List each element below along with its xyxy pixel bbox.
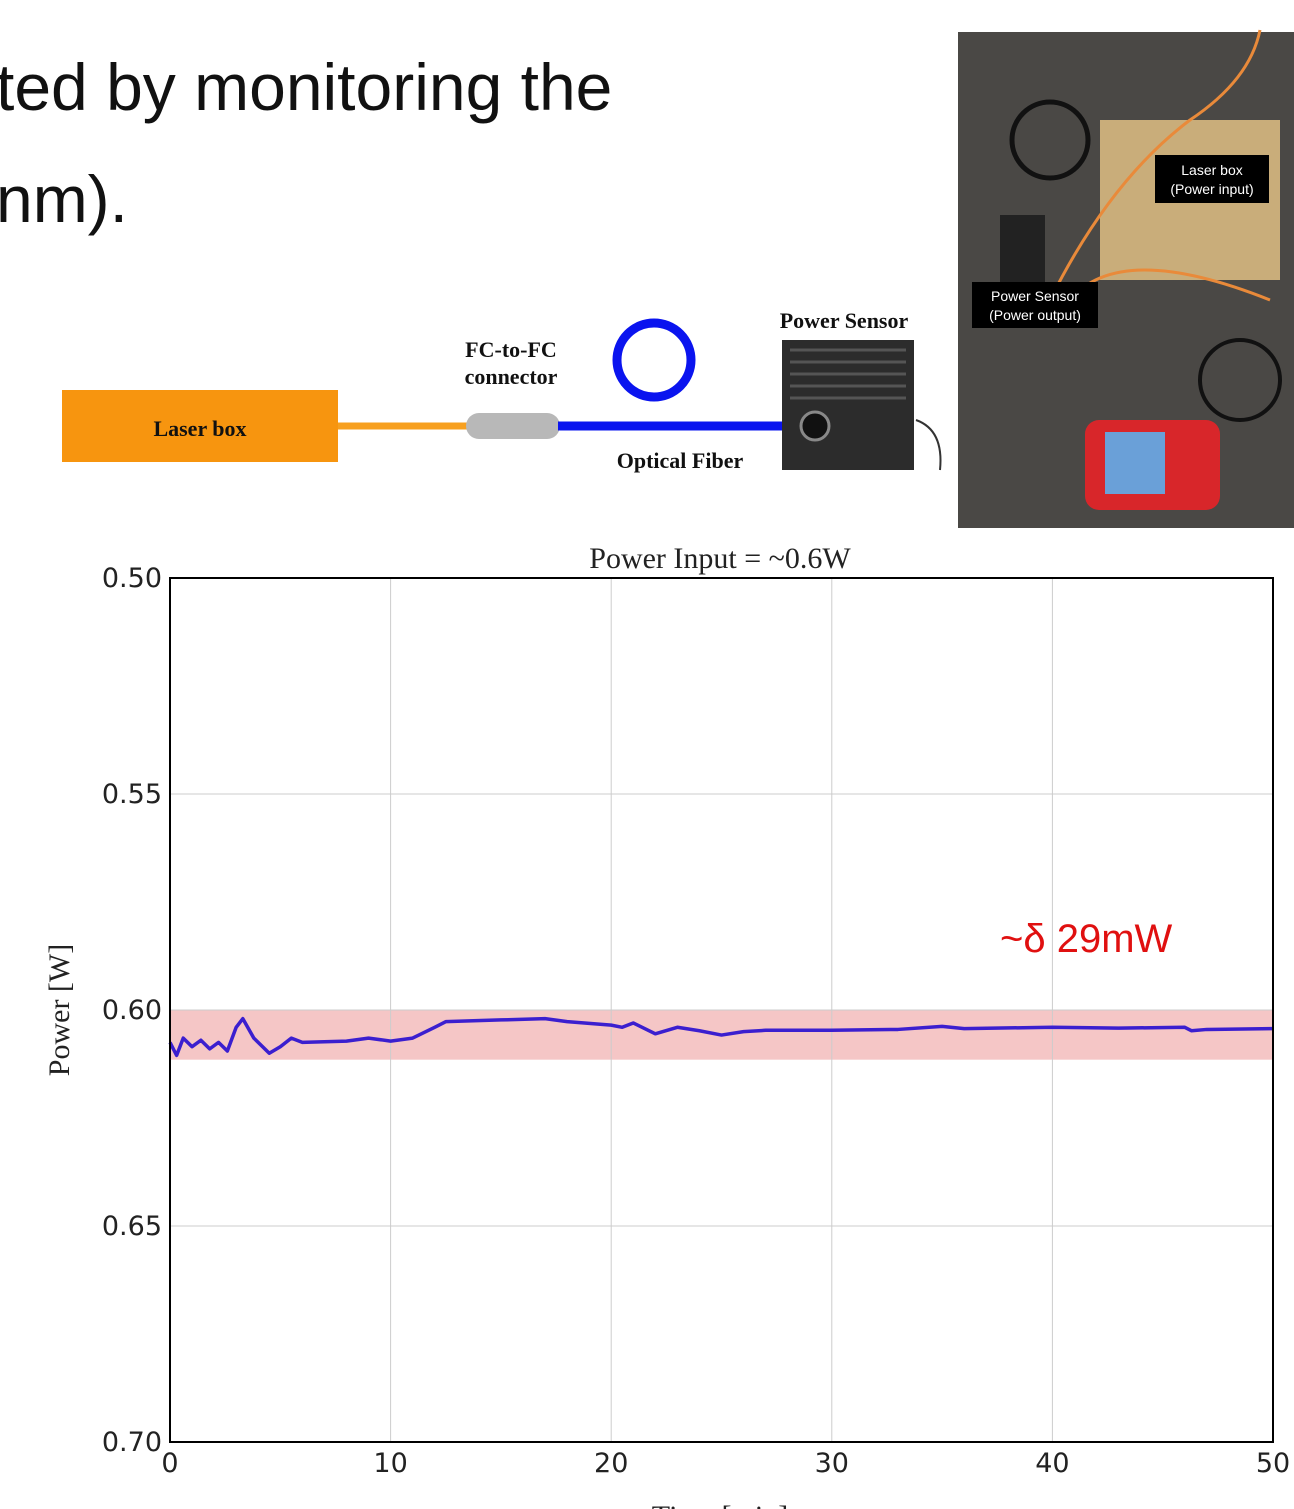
y-tick-label: 0.65 [102,1211,162,1242]
meter-screen [1105,432,1165,494]
x-tick-label: 10 [373,1448,407,1479]
y-tick-label: 0.50 [102,563,162,594]
x-tick-label: 40 [1035,1448,1069,1479]
connector-label: connector [465,364,558,389]
slide-text: ted by monitoring the [0,50,612,124]
setup-photo: Laser box (Power input) Power Sensor (Po… [958,30,1294,528]
photo-label: Laser box [1181,162,1242,178]
setup-diagram: Laser box FC-to-FC connector Optical Fib… [62,308,941,473]
photo-label: Power Sensor [991,288,1079,304]
photo-label: (Power output) [989,307,1081,323]
laser-label: Laser box [153,416,246,441]
y-tick-label: 0.70 [102,1427,162,1458]
x-axis-label: Time [min] [652,1500,788,1509]
fiber-label: Optical Fiber [617,448,744,473]
x-tick-label: 50 [1256,1448,1290,1479]
sensor-label: Power Sensor [780,308,909,333]
chart: Power Input = ~0.6W Time [min] Power [W]… [43,542,1290,1509]
annotation: ~δ 29mW [1000,917,1173,961]
fiber-loop [617,323,691,397]
sensor-port [801,412,829,440]
sensor-photo [1000,215,1045,285]
sensor-body [782,340,914,470]
y-tick-label: 0.60 [102,995,162,1026]
x-tick-label: 20 [594,1448,628,1479]
chart-title: Power Input = ~0.6W [589,542,851,575]
y-axis-label: Power [W] [43,944,76,1076]
connector-label: FC-to-FC [465,337,557,362]
connector [466,413,560,439]
y-tick-label: 0.55 [102,779,162,810]
page: ted by monitoring the nm). Laser box FC-… [0,0,1294,1509]
x-tick-label: 0 [161,1448,178,1479]
photo-label: (Power input) [1170,181,1253,197]
x-tick-label: 30 [815,1448,849,1479]
slide-text: nm). [0,162,128,236]
sensor-cable [916,420,941,470]
